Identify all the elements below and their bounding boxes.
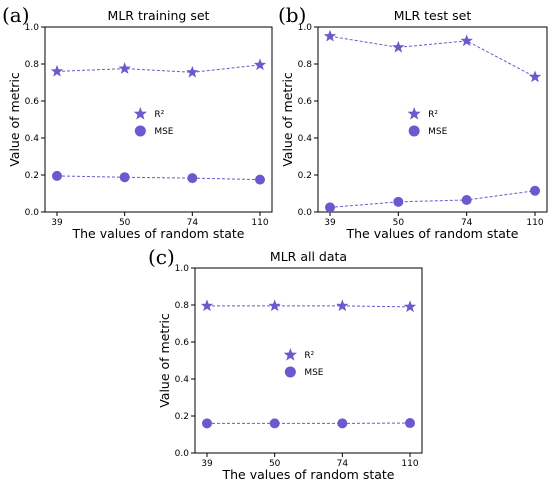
chart-panel-b: (b) MLR test set 0.0 0.2 0.4 0.6 0.8 1.0 39 50 74 1… (278, 3, 548, 241)
y-tick-label: 0.2 (175, 412, 189, 422)
legend: R² MSE (407, 106, 448, 137)
y-tick-label: 0.8 (175, 301, 190, 311)
data-point-star (186, 65, 199, 78)
x-axis-label: The values of random state (222, 467, 395, 479)
legend-label: R² (428, 110, 438, 120)
chart-title: MLR all data (270, 249, 347, 264)
y-tick-label: 0.4 (175, 375, 190, 385)
y-tick-label: 0.2 (298, 171, 312, 181)
legend-marker-circle (284, 366, 296, 378)
series-r2 (50, 58, 267, 78)
data-point-circle (202, 418, 212, 429)
data-point-star (200, 299, 214, 312)
legend-label: MSE (304, 368, 323, 378)
data-point-circle (393, 196, 404, 207)
data-point-star (460, 34, 473, 47)
legend-marker-circle (408, 125, 420, 137)
x-axis-label: The values of random state (346, 226, 519, 241)
y-tick-label: 0.6 (25, 97, 40, 107)
y-tick-label: 0.0 (25, 208, 40, 218)
legend-marker-star (407, 106, 421, 120)
plot-frame (194, 267, 423, 454)
x-tick-label: 110 (251, 218, 268, 228)
data-point-circle (461, 194, 472, 205)
x-tick-label: 39 (201, 459, 213, 469)
x-tick-label: 50 (393, 218, 405, 228)
x-tick-label: 110 (401, 459, 418, 469)
data-point-circle (269, 418, 280, 429)
series-line (329, 190, 536, 208)
data-point-star (392, 40, 405, 53)
panel-label: (b) (278, 3, 306, 27)
x-tick-label: 74 (337, 459, 349, 469)
series-r2 (200, 299, 417, 313)
x-tick-label: 110 (526, 218, 543, 228)
y-tick-label: 0.4 (25, 134, 40, 144)
chart-title: MLR test set (394, 8, 472, 23)
data-point-circle (337, 418, 348, 429)
x-tick-label: 74 (461, 218, 473, 228)
legend-label: MSE (428, 127, 447, 137)
x-axis-label: The values of random state (72, 226, 245, 241)
legend-label: R² (304, 351, 314, 361)
data-point-circle (52, 170, 62, 181)
legend-marker-star (283, 347, 297, 361)
series-mse (52, 170, 265, 185)
y-tick-label: 1.0 (175, 264, 190, 274)
data-point-circle (405, 418, 415, 429)
y-tick-label: 0.2 (25, 171, 39, 181)
y-tick-label: 0.8 (25, 60, 40, 70)
legend-label: MSE (154, 127, 173, 137)
chart-title: MLR training set (108, 8, 210, 23)
series-line (207, 305, 411, 308)
x-tick-label: 74 (187, 218, 199, 228)
y-tick-label: 1.0 (298, 23, 313, 33)
data-point-star (528, 70, 542, 83)
data-point-star (336, 299, 349, 312)
legend-marker-circle (134, 125, 146, 137)
data-point-circle (255, 174, 265, 185)
y-tick-label: 0.6 (298, 97, 313, 107)
data-point-circle (530, 185, 540, 196)
data-point-circle (187, 173, 198, 184)
y-axis-label: Value of metric (7, 72, 22, 167)
y-tick-label: 0.0 (175, 449, 190, 459)
y-tick-label: 0.0 (298, 208, 313, 218)
data-point-circle (119, 172, 130, 183)
data-point-star (403, 300, 417, 313)
series-mse (325, 185, 540, 213)
series-line (56, 64, 261, 73)
panel-label: (a) (2, 3, 30, 27)
data-point-star (268, 299, 281, 312)
series-r2 (323, 29, 542, 83)
plot-frame (44, 26, 273, 213)
legend-marker-star (133, 106, 147, 120)
x-tick-label: 50 (119, 218, 131, 228)
legend-label: R² (154, 110, 164, 120)
x-tick-label: 39 (324, 218, 336, 228)
panel-label: (c) (148, 245, 175, 269)
x-tick-label: 50 (269, 459, 281, 469)
data-point-star (50, 64, 64, 77)
plot-frame (317, 26, 548, 213)
y-tick-label: 1.0 (25, 23, 40, 33)
series-mse (202, 418, 415, 429)
series-line (56, 175, 261, 181)
legend: R² MSE (283, 347, 324, 378)
legend: R² MSE (133, 106, 174, 137)
data-point-star (323, 29, 337, 42)
data-point-star (253, 58, 267, 71)
y-axis-label: Value of metric (157, 313, 172, 408)
chart-panel-a: (a) MLR training set 0.0 0.2 0.4 0.6 0.8 1.0 39 5… (2, 3, 273, 241)
chart-panel-c: (c) MLR all data 0.0 0.2 0.4 0.6 0.8 1.0 39 50 74 1… (148, 245, 423, 479)
y-tick-label: 0.6 (175, 338, 190, 348)
y-tick-label: 0.4 (298, 134, 313, 144)
data-point-star (118, 62, 131, 74)
x-tick-label: 39 (51, 218, 63, 228)
y-axis-label: Value of metric (280, 72, 295, 167)
data-point-circle (325, 202, 335, 213)
y-tick-label: 0.8 (298, 60, 313, 70)
series-line (329, 35, 536, 78)
